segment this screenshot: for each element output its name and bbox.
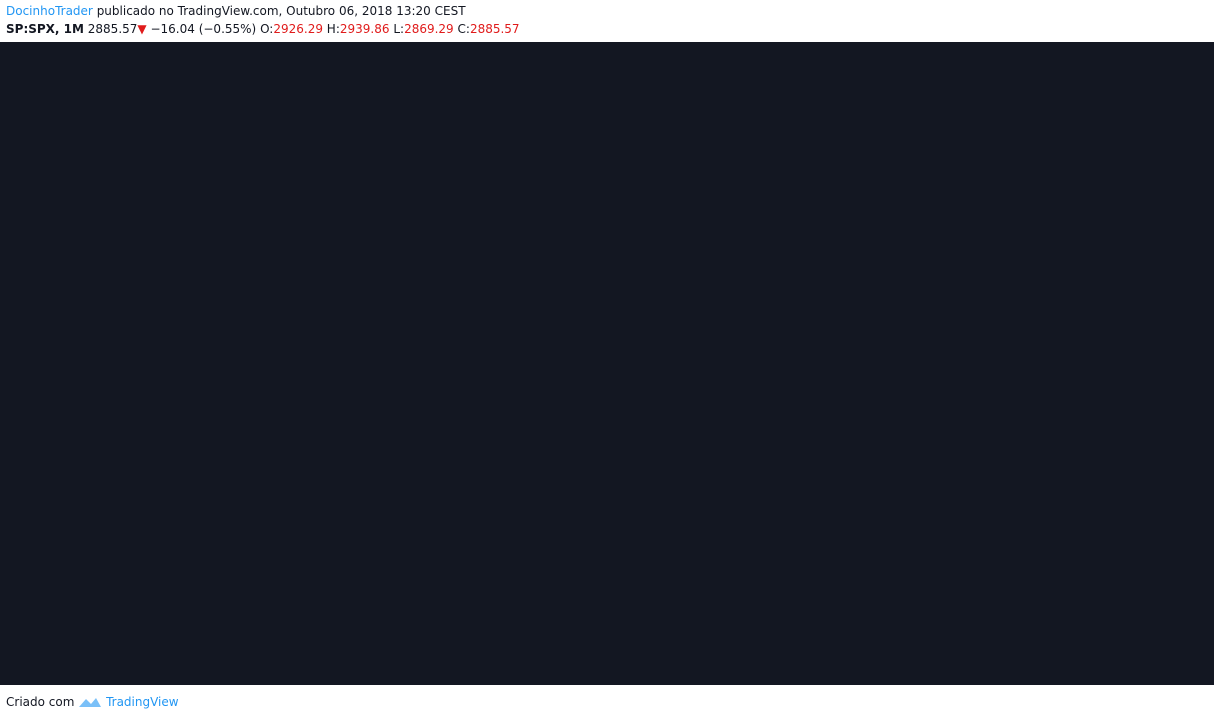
symbol: SP:SPX, 1M xyxy=(6,22,84,36)
h-label: H: xyxy=(326,22,340,36)
header-line-2: SP:SPX, 1M 2885.57▼ −16.04 (−0.55%) O:29… xyxy=(6,22,520,36)
o-value: 2926.29 xyxy=(273,22,323,36)
change: −16.04 (−0.55%) xyxy=(150,22,257,36)
arrow: ▼ xyxy=(137,22,147,36)
header-line-1: DocinhoTrader publicado no TradingView.c… xyxy=(6,4,466,18)
chart xyxy=(0,42,1214,685)
logo xyxy=(79,698,102,707)
made-with: Criado com xyxy=(6,695,75,709)
published: publicado no TradingView.com, Outubro 06… xyxy=(96,4,466,18)
h-value: 2939.86 xyxy=(339,22,390,36)
l-label: L: xyxy=(393,22,405,36)
brand[interactable]: TradingView xyxy=(106,695,179,709)
last: 2885.57 xyxy=(87,22,138,36)
c-value: 2885.57 xyxy=(469,22,520,36)
o-label: O: xyxy=(260,22,274,36)
l-value: 2869.29 xyxy=(404,22,454,36)
author[interactable]: DocinhoTrader xyxy=(6,4,93,18)
chart-background xyxy=(0,42,1214,685)
c-label: C: xyxy=(457,22,470,36)
footer: Criado com TradingView xyxy=(6,692,179,709)
